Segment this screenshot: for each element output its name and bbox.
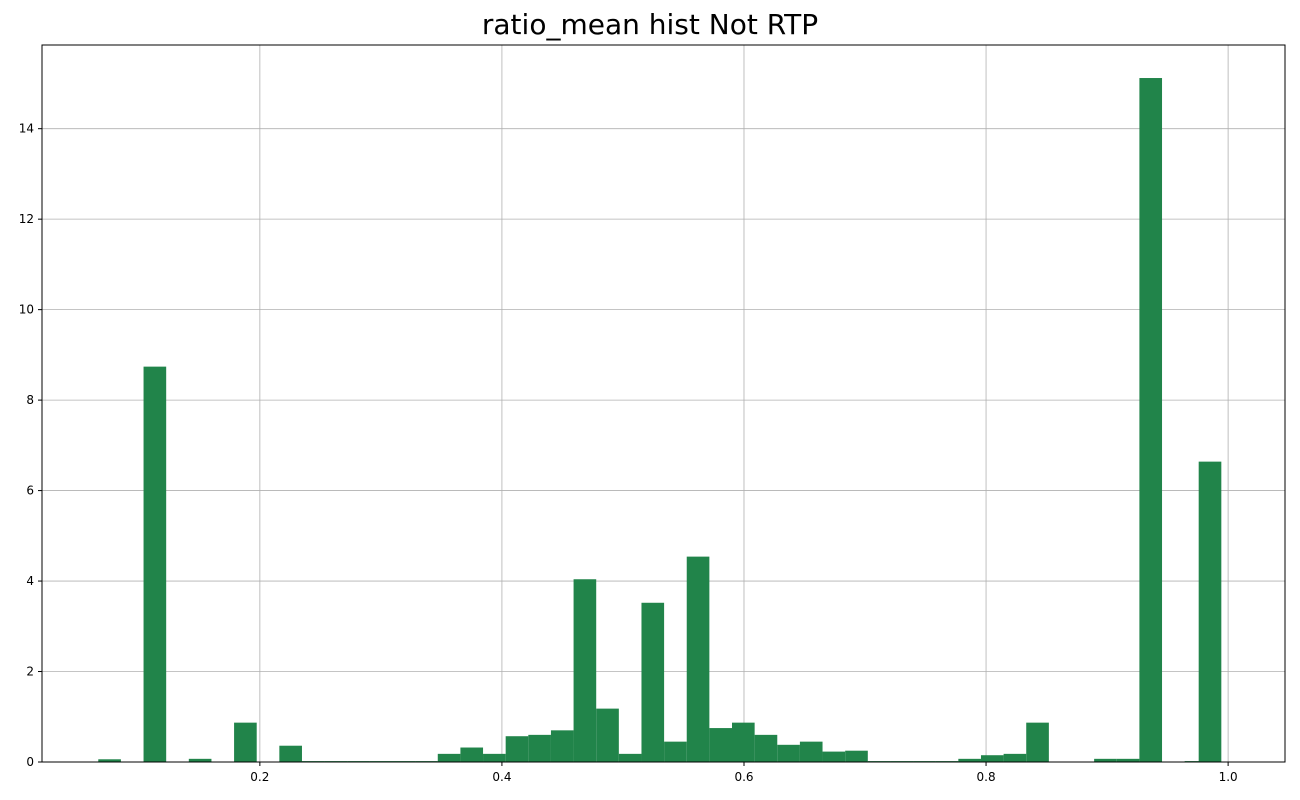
histogram-bar bbox=[143, 366, 167, 762]
histogram-bar bbox=[822, 751, 846, 762]
histogram-bar bbox=[234, 722, 257, 762]
histogram-bar bbox=[437, 753, 461, 762]
y-tick-label: 10 bbox=[19, 303, 34, 317]
x-tick-label: 0.8 bbox=[977, 770, 996, 784]
histogram-bar bbox=[709, 728, 733, 762]
histogram-bar bbox=[1094, 758, 1117, 762]
y-tick-label: 14 bbox=[19, 122, 34, 136]
histogram-bar bbox=[596, 708, 619, 762]
histogram-bar bbox=[1003, 753, 1027, 762]
y-tick-label: 6 bbox=[26, 484, 34, 498]
histogram-bar bbox=[686, 556, 710, 762]
x-tick-label: 0.2 bbox=[250, 770, 269, 784]
histogram-bar bbox=[528, 734, 551, 762]
histogram-bar bbox=[1198, 461, 1222, 762]
axes-frame bbox=[41, 44, 1286, 763]
histogram-bar bbox=[777, 744, 800, 762]
x-tick-label: 0.6 bbox=[734, 770, 753, 784]
y-tick-label: 12 bbox=[19, 212, 34, 226]
y-tick-label: 8 bbox=[26, 393, 34, 407]
histogram-bar bbox=[1026, 722, 1049, 762]
histogram-bar bbox=[279, 745, 302, 762]
histogram-bar bbox=[664, 741, 687, 762]
histogram-bar bbox=[188, 758, 212, 762]
y-tick-label: 0 bbox=[26, 755, 34, 769]
histogram-bar bbox=[732, 722, 755, 762]
histogram-bar bbox=[1116, 758, 1140, 762]
histogram-bar bbox=[754, 734, 778, 762]
histogram-bar bbox=[483, 753, 506, 762]
histogram-bar bbox=[845, 750, 868, 762]
histogram-bar bbox=[980, 755, 1004, 762]
y-tick-label: 4 bbox=[26, 574, 34, 588]
histogram-bar bbox=[618, 753, 642, 762]
histogram-bar bbox=[641, 602, 665, 762]
histogram-bar bbox=[98, 759, 121, 762]
x-tick-label: 0.4 bbox=[492, 770, 511, 784]
chart-title: ratio_mean hist Not RTP bbox=[481, 8, 819, 41]
histogram-bar bbox=[550, 730, 574, 762]
histogram-bar bbox=[505, 736, 529, 762]
histogram-bar bbox=[1139, 78, 1163, 763]
histogram-bar bbox=[799, 741, 823, 762]
x-tick-label: 1.0 bbox=[1219, 770, 1238, 784]
y-tick-label: 2 bbox=[26, 665, 34, 679]
histogram-bar bbox=[958, 758, 981, 762]
histogram-bar bbox=[573, 579, 597, 762]
histogram-bar bbox=[460, 747, 484, 762]
